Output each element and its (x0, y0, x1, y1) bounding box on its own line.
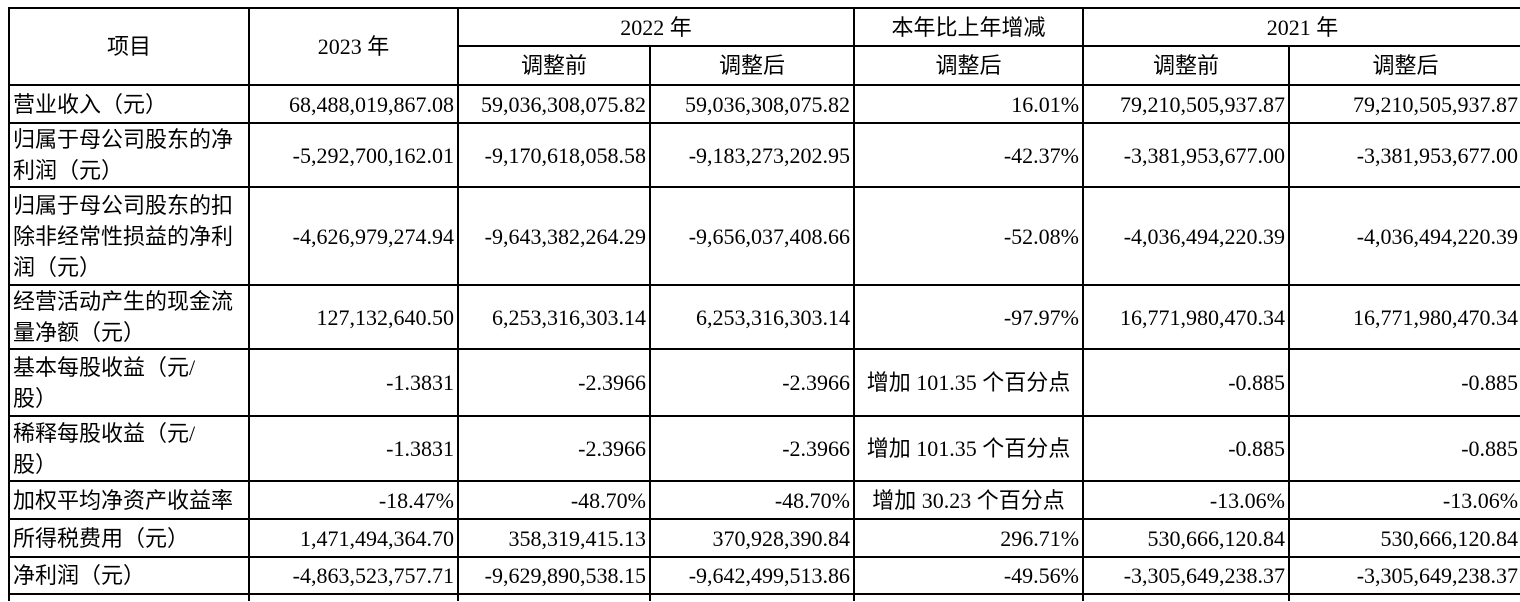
cell-y2022-before: 358,319,415.13 (457, 518, 651, 558)
cell-y2022-before: -9,643,382,264.29 (457, 186, 651, 286)
header-2022-adjust-after: 调整后 (648, 45, 856, 86)
cell-y2021-before: -0.885 (1082, 415, 1291, 482)
partial-cell (1082, 593, 1291, 601)
table-row: 基本每股收益（元/ 股） -1.3831 -2.3966 -2.3966 增加 101.… (8, 348, 1520, 417)
cell-change-after: 增加 30.23 个百分点 (853, 480, 1085, 520)
cell-change-after: -97.97% (853, 284, 1085, 350)
cell-y2022-before: 6,253,316,303.14 (457, 284, 651, 350)
partial-row (8, 593, 1520, 601)
table-row: 净利润（元） -4,863,523,757.71 -9,629,890,538.15… (8, 556, 1520, 595)
cell-y2023: -1.3831 (248, 415, 459, 482)
table-row: 营业收入（元） 68,488,019,867.08 59,036,308,075.8… (8, 84, 1520, 124)
header-2022-adjust-before: 调整前 (457, 45, 651, 86)
row-label: 归属于母公司股东的净 利润（元） (8, 122, 250, 188)
cell-y2023: 68,488,019,867.08 (248, 84, 459, 124)
cell-y2021-before: -13.06% (1082, 480, 1291, 520)
cell-change-after: -42.37% (853, 122, 1085, 188)
cell-y2022-after: -48.70% (648, 480, 856, 520)
header-change-adjust-after: 调整后 (853, 45, 1085, 86)
cell-y2022-after: -9,642,499,513.86 (648, 556, 856, 595)
cell-y2022-after: -9,183,273,202.95 (648, 122, 856, 188)
cell-y2021-before: -3,305,649,238.37 (1082, 556, 1291, 595)
cell-change-after: 296.71% (853, 518, 1085, 558)
table-row: 归属于母公司股东的净 利润（元） -5,292,700,162.01 -9,170,… (8, 122, 1520, 188)
partial-cell (8, 593, 250, 601)
cell-y2021-after: 79,210,505,937.87 (1288, 84, 1520, 124)
table-row: 经营活动产生的现金流 量净额（元） 127,132,640.50 6,253,316… (8, 284, 1520, 350)
cell-y2023: 127,132,640.50 (248, 284, 459, 350)
cell-y2022-before: 59,036,308,075.82 (457, 84, 651, 124)
header-change-group: 本年比上年增减 (853, 7, 1085, 47)
partial-cell (1288, 593, 1520, 601)
cell-y2022-after: -9,656,037,408.66 (648, 186, 856, 286)
row-label: 加权平均净资产收益率 (8, 480, 250, 520)
cell-y2021-after: 16,771,980,470.34 (1288, 284, 1520, 350)
cell-y2022-after: 59,036,308,075.82 (648, 84, 856, 124)
header-year-2022-group: 2022 年 (456, 7, 856, 47)
partial-cell (648, 593, 856, 601)
table-row: 所得税费用（元） 1,471,494,364.70 358,319,415.13 37… (8, 518, 1520, 558)
cell-y2022-before: -9,629,890,538.15 (457, 556, 651, 595)
header-year-2023: 2023 年 (248, 7, 459, 86)
header-year-2021-group: 2021 年 (1082, 7, 1520, 47)
header-2021-adjust-before: 调整前 (1082, 45, 1291, 86)
cell-y2021-after: -3,381,953,677.00 (1288, 122, 1520, 188)
cell-y2021-after: -3,305,649,238.37 (1288, 556, 1520, 595)
cell-y2021-after: -0.885 (1288, 415, 1520, 482)
cell-y2021-before: -3,381,953,677.00 (1082, 122, 1291, 188)
cell-change-after: 增加 101.35 个百分点 (853, 348, 1085, 417)
cell-y2022-before: -2.3966 (457, 348, 651, 417)
row-label: 经营活动产生的现金流 量净额（元） (8, 284, 250, 350)
financial-summary-region: 项目 2023 年 2022 年 本年比上年增减 2021 年 调整前 调整后 … (8, 7, 1520, 601)
row-label: 基本每股收益（元/ 股） (8, 348, 250, 417)
table-row: 稀释每股收益（元/ 股） -1.3831 -2.3966 -2.3966 增加 101.… (8, 415, 1520, 482)
cell-y2021-before: 79,210,505,937.87 (1082, 84, 1291, 124)
cell-y2021-after: 530,666,120.84 (1288, 518, 1520, 558)
header-item: 项目 (8, 7, 250, 86)
cell-y2022-after: -2.3966 (648, 415, 856, 482)
cell-y2023: -4,863,523,757.71 (248, 556, 459, 595)
cell-y2023: -4,626,979,274.94 (248, 186, 459, 286)
table-row: 加权平均净资产收益率 -18.47% -48.70% -48.70% 增加 30.23 … (8, 480, 1520, 520)
cell-y2022-before: -9,170,618,058.58 (457, 122, 651, 188)
partial-cell (853, 593, 1085, 601)
partial-cell (457, 593, 651, 601)
cell-y2021-before: 530,666,120.84 (1082, 518, 1291, 558)
cell-y2021-before: 16,771,980,470.34 (1082, 284, 1291, 350)
table-header: 项目 2023 年 2022 年 本年比上年增减 2021 年 调整前 调整后 … (8, 7, 1520, 86)
cell-y2021-before: -4,036,494,220.39 (1082, 186, 1291, 286)
row-label: 稀释每股收益（元/ 股） (8, 415, 250, 482)
cell-y2022-after: 370,928,390.84 (648, 518, 856, 558)
cell-change-after: -52.08% (853, 186, 1085, 286)
table-body: 营业收入（元） 68,488,019,867.08 59,036,308,075.8… (8, 84, 1520, 601)
header-2021-adjust-after: 调整后 (1288, 45, 1520, 86)
cell-y2023: -18.47% (248, 480, 459, 520)
row-label: 所得税费用（元） (8, 518, 250, 558)
row-label: 营业收入（元） (8, 84, 250, 124)
cell-y2023: -5,292,700,162.01 (248, 122, 459, 188)
cell-y2022-after: 6,253,316,303.14 (648, 284, 856, 350)
cell-change-after: -49.56% (853, 556, 1085, 595)
cell-y2022-before: -48.70% (457, 480, 651, 520)
cell-y2022-after: -2.3966 (648, 348, 856, 417)
cell-change-after: 16.01% (853, 84, 1085, 124)
cell-y2021-after: -4,036,494,220.39 (1288, 186, 1520, 286)
table-row: 归属于母公司股东的扣 除非经常性损益的净利 润（元） -4,626,979,274… (8, 186, 1520, 286)
cell-y2023: -1.3831 (248, 348, 459, 417)
partial-cell (248, 593, 459, 601)
cell-y2023: 1,471,494,364.70 (248, 518, 459, 558)
cell-y2021-after: -0.885 (1288, 348, 1520, 417)
cell-y2022-before: -2.3966 (457, 415, 651, 482)
cell-change-after: 增加 101.35 个百分点 (853, 415, 1085, 482)
cell-y2021-before: -0.885 (1082, 348, 1291, 417)
row-label: 归属于母公司股东的扣 除非经常性损益的净利 润（元） (8, 186, 250, 286)
row-label: 净利润（元） (8, 556, 250, 595)
financial-summary-table: 项目 2023 年 2022 年 本年比上年增减 2021 年 调整前 调整后 … (8, 7, 1520, 601)
cell-y2021-after: -13.06% (1288, 480, 1520, 520)
